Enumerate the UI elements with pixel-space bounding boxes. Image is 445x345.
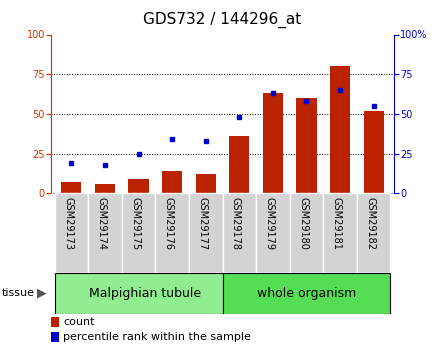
Bar (196, 174, 216, 193)
Bar (229, 136, 249, 193)
Text: tissue: tissue (2, 288, 35, 298)
Text: whole organism: whole organism (257, 287, 356, 300)
Bar (189, 193, 222, 273)
Text: GSM29179: GSM29179 (265, 197, 275, 250)
Bar (323, 193, 357, 273)
Bar (88, 193, 122, 273)
Text: count: count (63, 317, 95, 327)
Text: Malpighian tubule: Malpighian tubule (89, 287, 201, 300)
Text: GSM29182: GSM29182 (365, 197, 375, 250)
Bar (95, 184, 115, 193)
Bar (364, 111, 384, 193)
Bar (122, 193, 155, 273)
Bar (263, 93, 283, 193)
Bar (61, 182, 81, 193)
Text: GSM29178: GSM29178 (231, 197, 241, 250)
Bar (51, 317, 59, 327)
Text: GSM29181: GSM29181 (332, 197, 342, 250)
Bar (330, 66, 350, 193)
Bar (256, 193, 290, 273)
Bar (162, 171, 182, 193)
Text: GSM29180: GSM29180 (298, 197, 308, 250)
Text: GSM29177: GSM29177 (198, 197, 207, 250)
Bar (129, 179, 149, 193)
Text: GSM29175: GSM29175 (130, 197, 140, 250)
Bar (155, 193, 189, 273)
Bar (55, 273, 222, 314)
Text: GSM29173: GSM29173 (63, 197, 73, 250)
Bar (55, 193, 88, 273)
Bar (222, 193, 256, 273)
Text: GDS732 / 144296_at: GDS732 / 144296_at (143, 12, 302, 28)
Text: ▶: ▶ (36, 287, 46, 300)
Bar (296, 98, 316, 193)
Bar (357, 193, 390, 273)
Text: GSM29176: GSM29176 (164, 197, 174, 250)
Text: percentile rank within the sample: percentile rank within the sample (63, 332, 251, 342)
Bar (51, 332, 59, 342)
Bar (290, 193, 323, 273)
Text: GSM29174: GSM29174 (97, 197, 107, 250)
Bar (222, 273, 390, 314)
